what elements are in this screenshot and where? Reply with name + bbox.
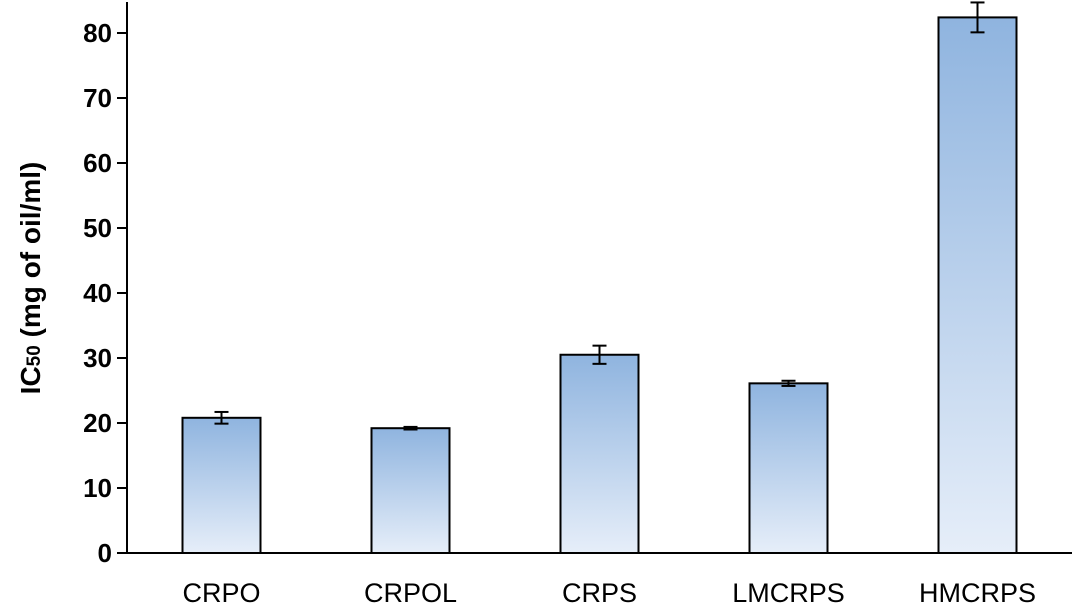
y-axis-ticks: 0 10 20 30 40 50 60 70 80 [83,18,127,568]
y-tick-label: 60 [83,148,112,178]
x-category-label: CRPO [182,578,260,608]
y-tick-label: 80 [83,18,112,48]
bars-group [181,1,1018,555]
bar-crps [559,353,640,554]
y-axis-label: IC50 (mg of oil/ml) [15,162,46,395]
y-tick-label: 30 [83,343,112,373]
x-category-label: LMCRPS [732,578,845,608]
x-category-label: CRPS [562,578,637,608]
y-tick-label: 0 [98,538,112,568]
bar-crpo [181,416,262,554]
x-category-label: HMCRPS [919,578,1036,608]
y-tick-label: 20 [83,408,112,438]
x-category-label: CRPOL [364,578,457,608]
bar-hmcrps [937,16,1018,554]
bar-lmcrps [748,382,829,554]
y-tick-label: 10 [83,473,112,503]
bar-crpol [370,427,451,555]
y-tick-label: 50 [83,213,112,243]
x-axis-categories: CRPO CRPOL CRPS LMCRPS HMCRPS [182,578,1036,608]
y-tick-label: 70 [83,83,112,113]
y-tick-label: 40 [83,278,112,308]
